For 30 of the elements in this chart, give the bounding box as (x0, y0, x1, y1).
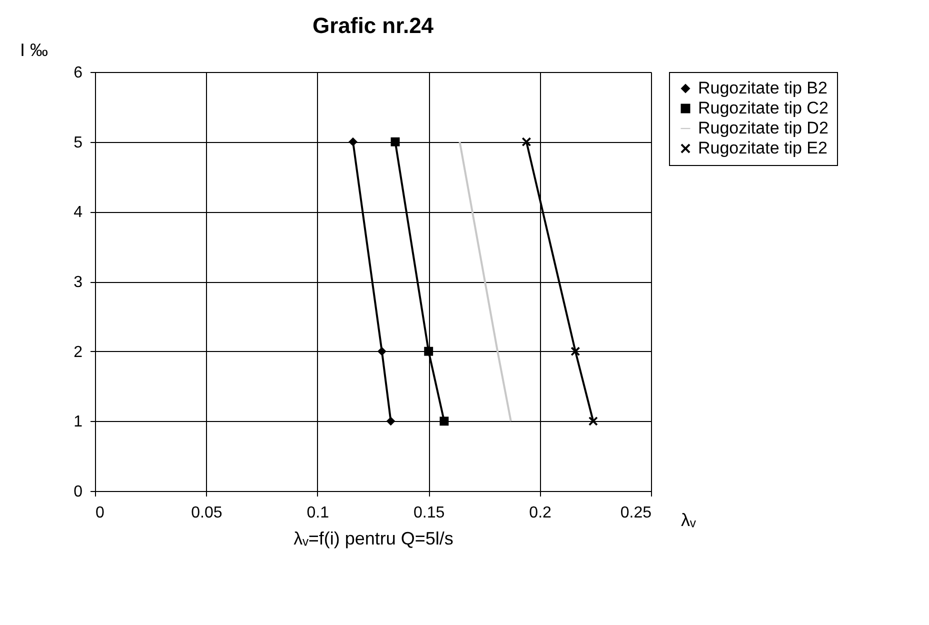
point (386, 416, 396, 426)
point (424, 346, 434, 356)
y-tick-label: 6 (74, 64, 83, 82)
text: λᵥ=f(i) pentru Q=5l/s (294, 528, 454, 548)
x-axis-title: λᵥ (681, 510, 696, 530)
point (522, 137, 531, 146)
legend-label: Rugozitate tip D2 (698, 118, 828, 138)
y-tick-label: 0 (74, 484, 83, 500)
y-tick-label: 3 (74, 274, 83, 291)
y-tick-label: 1 (74, 414, 83, 431)
legend-label: Rugozitate tip E2 (698, 138, 828, 158)
x-tick-label: 0.2 (529, 504, 552, 522)
point (390, 137, 400, 146)
legend-label: Rugozitate tip B2 (698, 78, 828, 98)
x-tick-label: 0.25 (620, 504, 652, 522)
point (588, 416, 598, 426)
point (377, 346, 386, 356)
point (440, 416, 449, 426)
y-tick-label: 4 (74, 204, 83, 222)
point (348, 137, 358, 146)
y-tick-label: 2 (74, 344, 83, 361)
x-tick-label: 0 (96, 504, 104, 522)
y-axis-title: I ‰ (20, 40, 48, 60)
chart-title: Grafic nr.24 (312, 13, 434, 38)
x-tick-label: 0.05 (191, 504, 222, 522)
y-tick-label: 5 (74, 134, 83, 152)
legend-label: Rugozitate tip C2 (698, 98, 828, 118)
x-tick-label: 0.15 (414, 504, 445, 522)
x-tick-label: 0.1 (306, 504, 330, 522)
point (570, 346, 580, 356)
